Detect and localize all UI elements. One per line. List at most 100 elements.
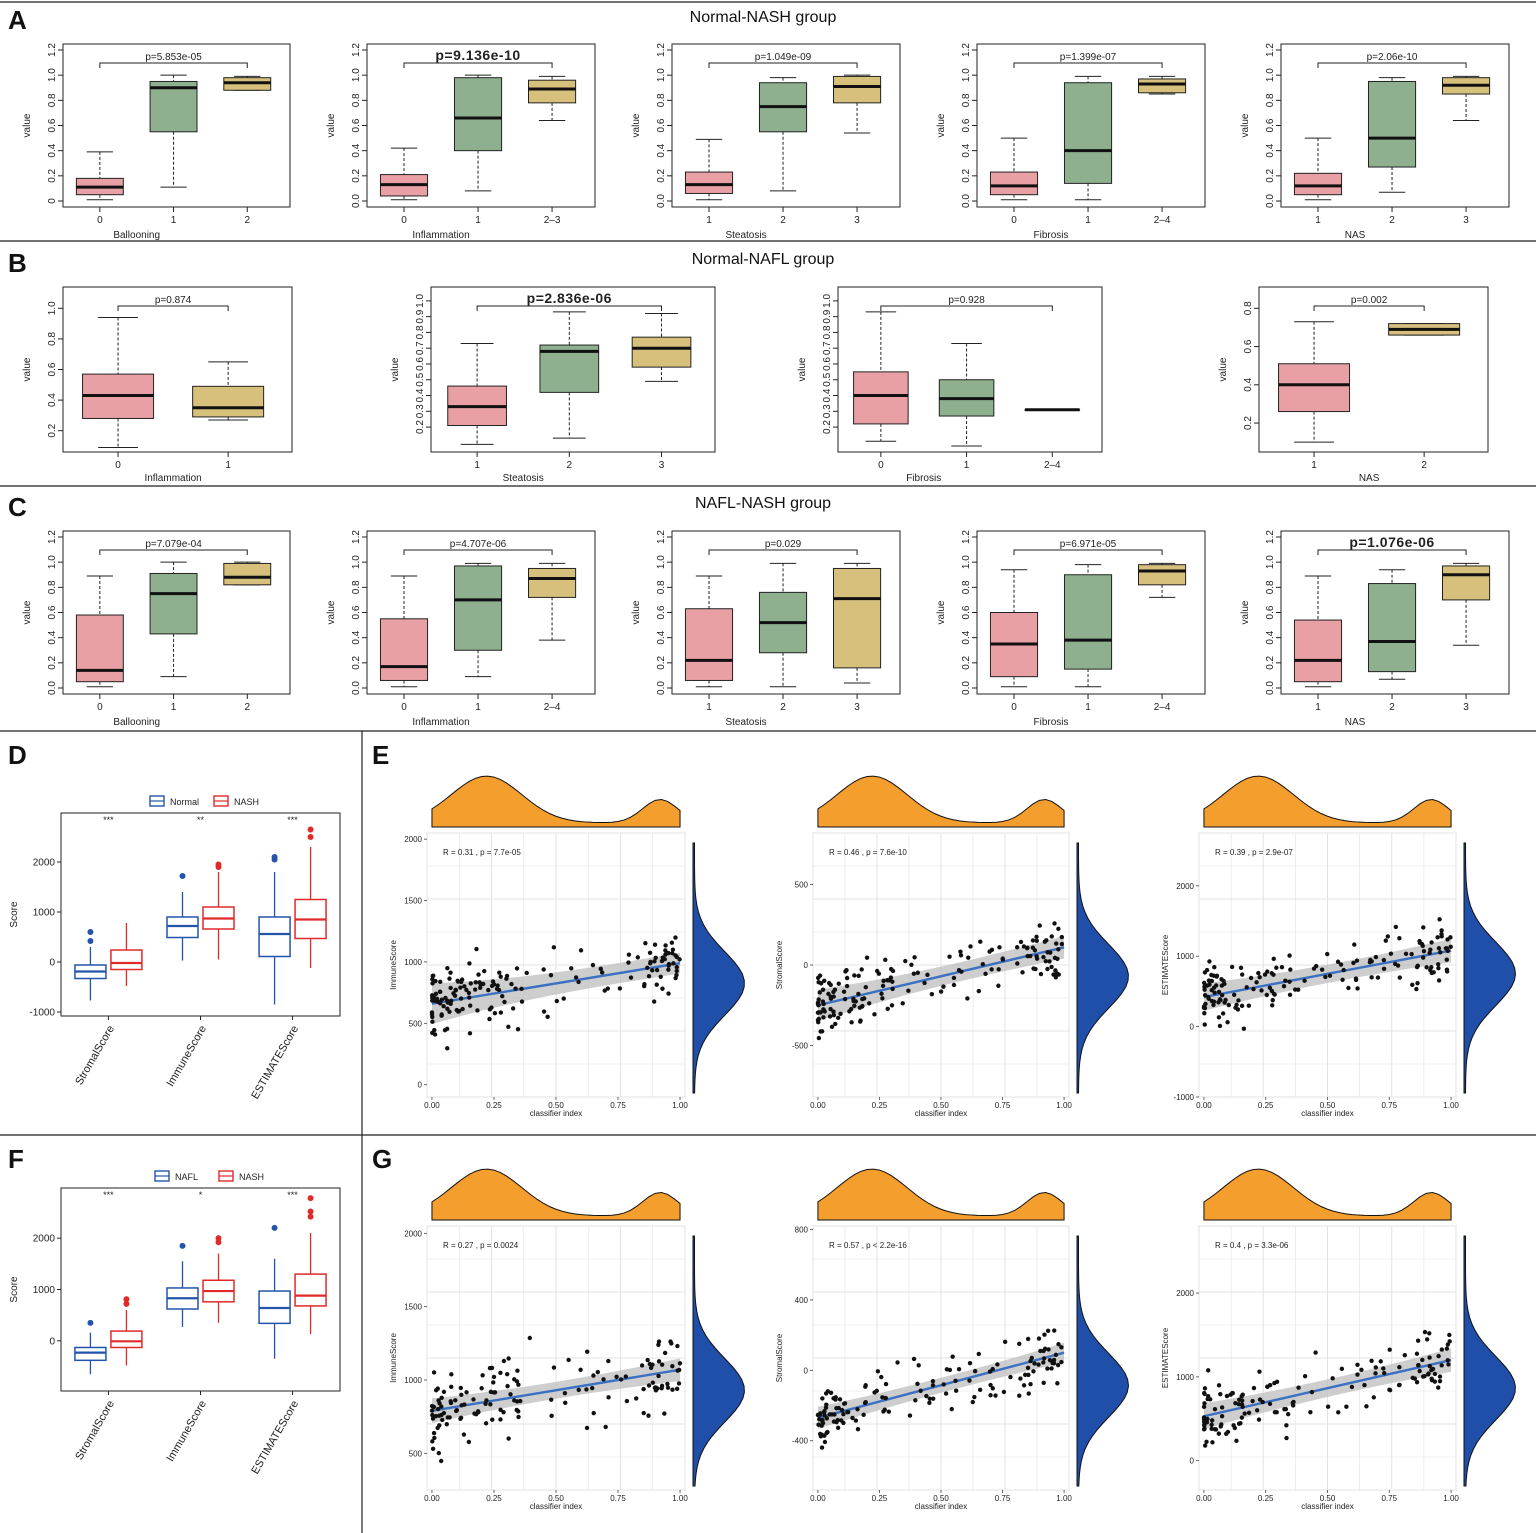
scatter-point	[1219, 983, 1225, 988]
box-normal	[166, 916, 199, 939]
scatter-point	[1021, 944, 1027, 949]
scatter-point	[436, 1450, 442, 1456]
scatter-point	[1285, 1411, 1291, 1417]
scatter-point	[591, 1373, 596, 1378]
scatter-point	[838, 1011, 843, 1017]
scatter-point	[1427, 950, 1432, 956]
y-tick-label: 0.2	[961, 655, 972, 669]
y-tick-label: 2000	[404, 835, 422, 844]
scatter-point	[930, 1378, 936, 1384]
scatter-point	[839, 1418, 844, 1423]
box-green	[539, 344, 600, 393]
x-tick-label: ESTIMATEScore	[249, 1399, 301, 1477]
y-tick-label: 0.8	[961, 93, 972, 107]
scatter-point	[498, 1417, 503, 1422]
significance-stars: ***	[103, 1190, 114, 1200]
scatter-point	[670, 951, 675, 956]
scatter-point	[472, 987, 478, 992]
scatter-point	[1349, 1384, 1355, 1390]
y-axis-label: Score	[9, 901, 20, 928]
scatter-point	[1020, 970, 1025, 975]
scatter-point	[911, 1356, 917, 1362]
scatter-point	[1209, 1426, 1214, 1432]
y-tick-label: 0.0	[656, 681, 667, 695]
y-tick-label: 0.6	[415, 357, 426, 371]
box-tan	[1138, 78, 1187, 94]
y-axis-label: value	[22, 600, 33, 624]
scatter-point	[460, 1006, 465, 1012]
x-axis-label: classifier index	[915, 1502, 967, 1511]
scatter-point	[872, 1390, 877, 1395]
y-tick-label: 0.8	[47, 332, 58, 346]
scatter-point	[1219, 1414, 1225, 1419]
y-tick-label: 0.0	[47, 681, 58, 695]
scatter-point	[519, 986, 524, 992]
scatter-point	[509, 981, 514, 987]
scatter-point	[829, 1024, 835, 1030]
scatter-point	[1001, 1389, 1007, 1395]
scatter-point	[491, 1374, 497, 1380]
scatter-point	[441, 1389, 447, 1395]
scatter-point	[591, 1410, 596, 1416]
scatter-point	[1015, 961, 1020, 966]
scatter-point	[645, 965, 650, 971]
box-pink	[684, 608, 734, 681]
scatter-point	[1008, 1374, 1013, 1380]
scatter-point	[1439, 1363, 1444, 1368]
scatter-point	[1049, 934, 1054, 939]
scatter-point	[820, 1419, 825, 1424]
scatter-point	[489, 1365, 495, 1371]
scatter-point	[1216, 1383, 1222, 1388]
significance-stars: ***	[103, 815, 114, 825]
box-nafl	[74, 1346, 107, 1362]
box-pink	[684, 171, 734, 194]
scatter-point	[1223, 997, 1228, 1003]
y-axis-label: value	[631, 113, 642, 137]
significance-bracket	[99, 549, 248, 555]
significance-bracket	[117, 305, 229, 311]
scatter-point	[1397, 1364, 1402, 1370]
scatter-point	[491, 982, 497, 987]
scatter-point	[989, 947, 995, 953]
scatter-point	[821, 1001, 826, 1007]
scatter-point	[464, 987, 469, 993]
scatter-point	[1031, 1369, 1036, 1374]
scatter-point	[635, 955, 641, 960]
x-axis-label: NAS	[1345, 717, 1366, 728]
scatter-point	[1355, 1362, 1360, 1367]
scatter-point	[1288, 967, 1293, 972]
y-tick-label: 500	[409, 1019, 423, 1028]
scatter-point	[1369, 959, 1374, 964]
scatter-point	[1056, 1342, 1061, 1347]
scatter-point	[1308, 1409, 1313, 1415]
scatter-point	[989, 967, 994, 972]
scatter-point	[821, 1007, 826, 1012]
scatter-point	[1296, 1385, 1301, 1390]
scatter-point	[1424, 965, 1429, 970]
scatter-point	[431, 1370, 437, 1375]
scatter-point	[1025, 945, 1030, 950]
y-tick-label: 0.8	[47, 93, 58, 107]
scatter-point	[885, 978, 890, 983]
scatter-point	[828, 1006, 833, 1012]
scatter-point	[1287, 992, 1293, 997]
regression-line	[1203, 949, 1452, 999]
scatter-point	[1203, 1001, 1208, 1007]
scatter-point	[1053, 1352, 1059, 1358]
p-value-label: p=1.399e-07	[1060, 52, 1117, 63]
scatter-point	[651, 999, 657, 1004]
scatter-point	[1244, 985, 1249, 990]
confidence-band	[431, 952, 681, 1025]
plot-frame	[430, 286, 716, 453]
scatter-point	[1362, 1382, 1367, 1388]
scatter-point	[915, 1381, 920, 1387]
scatter-point	[1202, 1022, 1207, 1027]
scatter-point	[1028, 1382, 1033, 1387]
scatter-point	[842, 1401, 848, 1406]
scatter-point	[1319, 967, 1325, 972]
panel-label-a: A	[8, 5, 27, 35]
scatter-point	[634, 1396, 639, 1401]
x-tick-label: 1	[1311, 460, 1317, 471]
scatter-point	[1202, 1401, 1207, 1406]
scatter-point	[1359, 1367, 1364, 1373]
